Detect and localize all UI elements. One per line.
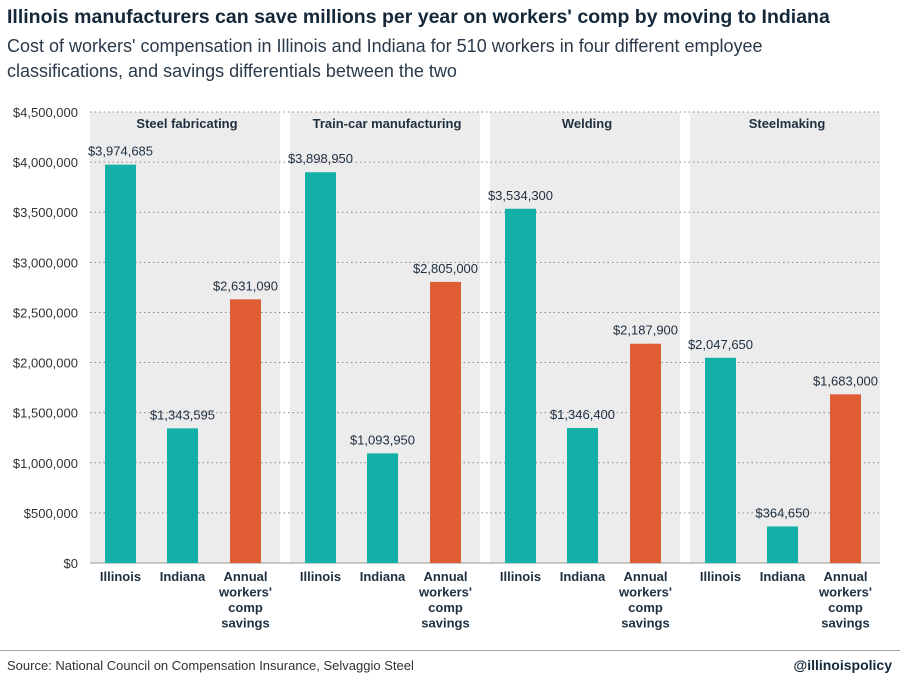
group-title: Steel fabricating [136,116,237,131]
data-label: $1,343,595 [150,407,215,422]
x-tick-label: Illinois [500,569,541,584]
chart-title: Illinois manufacturers can save millions… [7,6,830,28]
data-label: $1,346,400 [550,407,615,422]
bar [230,299,261,563]
bar [105,164,136,563]
data-label: $364,650 [755,505,809,520]
x-tick-label: Annual workers' comp savings [818,569,872,631]
brand-handle: @illinoispolicy [793,657,892,673]
data-label: $2,631,090 [213,278,278,293]
x-tick-label: Annual workers' comp savings [618,569,672,631]
group-title: Welding [562,116,612,131]
y-tick-label: $0 [64,556,78,571]
bar [567,428,598,563]
x-tick-label: Annual workers' comp savings [218,569,272,631]
group-title: Train-car manufacturing [313,116,462,131]
bar [505,208,536,563]
bar [767,526,798,563]
y-tick-label: $3,500,000 [13,205,78,220]
y-tick-label: $1,000,000 [13,456,78,471]
y-tick-label: $500,000 [24,506,78,521]
x-tick-label: Indiana [160,569,206,584]
bar-chart: $0 $500,000 $1,000,000 $1,500,000 $2,000,000… [13,105,880,631]
y-tick-label: $4,000,000 [13,155,78,170]
data-label: $1,683,000 [813,373,878,388]
data-label: $2,187,900 [613,323,678,338]
data-label: $3,898,950 [288,151,353,166]
x-tick-label: Indiana [560,569,606,584]
bar [705,357,736,563]
x-tick-label: Annual workers' comp savings [418,569,472,631]
bar [830,394,861,563]
x-tick-label: Indiana [360,569,406,584]
data-label: $1,093,950 [350,432,415,447]
bar [630,343,661,563]
x-tick-label: Illinois [700,569,741,584]
x-tick-label: Illinois [100,569,141,584]
chart-subtitle: Cost of workers' compensation in Illinoi… [7,36,763,81]
y-tick-label: $2,000,000 [13,356,78,371]
y-tick-label: $2,500,000 [13,305,78,320]
x-tick-label: Illinois [300,569,341,584]
data-label: $3,534,300 [488,188,553,203]
data-label: $2,047,650 [688,337,753,352]
bar [305,172,336,563]
source-note: Source: National Council on Compensation… [7,658,414,673]
y-tick-label: $4,500,000 [13,105,78,120]
footer-divider [0,650,900,651]
y-tick-label: $3,000,000 [13,255,78,270]
y-tick-label: $1,500,000 [13,406,78,421]
data-label: $2,805,000 [413,261,478,276]
bar [167,428,198,563]
bar [367,453,398,563]
bar [430,281,461,563]
data-label: $3,974,685 [88,144,153,159]
x-tick-label: Indiana [760,569,806,584]
group-title: Steelmaking [749,116,826,131]
